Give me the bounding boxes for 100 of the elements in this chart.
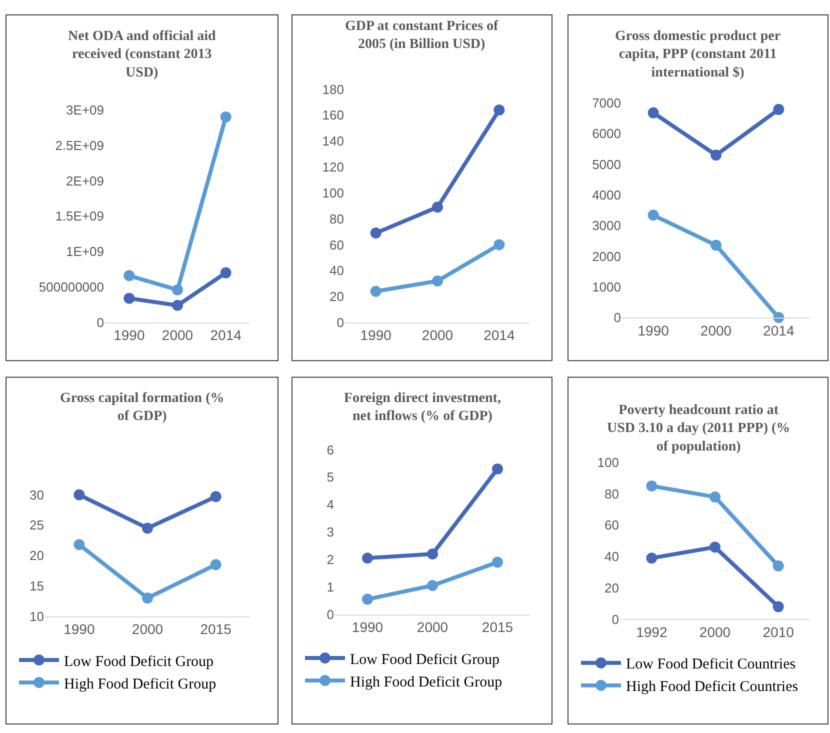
chart-title: Net ODA and official aid received (constant 2013 USD)	[68, 29, 216, 80]
y-tick-label: 0	[326, 606, 334, 622]
legend-label: High Food Deficit Group	[350, 674, 502, 690]
y-tick-label: 2E+09	[66, 173, 104, 188]
y-tick-label: 5000	[592, 156, 621, 172]
point	[172, 284, 183, 296]
legend-label: Low Food Deficit Countries	[626, 656, 796, 673]
point	[494, 104, 505, 116]
x-tick-label: 2000	[162, 327, 194, 344]
y-tick-label: 100	[597, 455, 619, 470]
y-tick-label: 0	[614, 310, 621, 326]
y-tick-label: 2000	[592, 248, 621, 264]
y-tick-label: 20	[604, 580, 619, 596]
point	[648, 107, 659, 118]
chart-title: Gross domestic product per capita, PPP (constant 2011 international $)	[615, 29, 781, 80]
y-tick-label: 140	[322, 134, 344, 149]
point	[370, 228, 382, 239]
chart-title: Gross capital formation (% of GDP)	[60, 391, 224, 424]
y-tick-label: 0	[96, 314, 104, 330]
y-tick-label: 30	[30, 487, 44, 502]
y-tick-label: 160	[322, 108, 344, 123]
y-tick-label: 20	[330, 289, 344, 304]
x-tick-label: 2015	[200, 621, 232, 638]
legend-label: High Food Deficit Countries	[626, 679, 798, 696]
point	[710, 542, 720, 553]
y-tick-label: 180	[322, 82, 344, 97]
point	[220, 267, 232, 278]
chart-title: Foreign direct investment, net inflows (% of GDP)	[344, 391, 501, 424]
y-tick-label: 10	[30, 608, 44, 624]
x-tick-label: 2000	[700, 322, 732, 338]
y-tick-label: 40	[604, 549, 619, 564]
point	[492, 463, 503, 474]
x-tick-label: 1990	[360, 327, 392, 344]
point	[772, 560, 784, 572]
x-tick-label: 1990	[114, 327, 145, 344]
y-tick-label: 25	[30, 518, 44, 533]
y-tick-label: 3E+09	[66, 102, 104, 118]
y-tick-label: 15	[30, 578, 44, 594]
legend-label: Low Food Deficit Group	[64, 654, 214, 670]
point	[74, 539, 85, 550]
x-tick-label: 2014	[484, 327, 515, 344]
y-tick-label: 120	[322, 160, 344, 175]
y-tick-label: 80	[604, 486, 619, 502]
x-tick-label: 2000	[422, 327, 454, 344]
point	[432, 275, 443, 286]
x-tick-label: 2015	[482, 619, 514, 636]
y-tick-label: 40	[330, 263, 344, 278]
y-tick-label: 3000	[592, 218, 621, 234]
y-tick-label: 60	[330, 237, 344, 252]
y-tick-label: 4000	[592, 187, 621, 202]
point	[220, 111, 232, 122]
point	[494, 239, 505, 250]
y-tick-label: 1000	[592, 279, 621, 294]
y-tick-label: 6000	[592, 126, 621, 142]
point	[370, 286, 382, 297]
point	[74, 489, 85, 500]
legend-label: High Food Deficit Group	[64, 676, 216, 692]
point	[362, 594, 373, 605]
point	[210, 491, 222, 502]
x-tick-label: 2000	[416, 619, 448, 636]
point	[427, 548, 438, 560]
y-tick-label: 1.5E+09	[55, 208, 104, 224]
x-tick-label: 1990	[352, 619, 384, 636]
y-tick-label: 0	[336, 314, 344, 330]
point	[362, 552, 373, 564]
point	[646, 552, 658, 564]
x-tick-label: 2014	[763, 322, 794, 338]
y-tick-label: 100	[322, 185, 344, 200]
y-tick-label: 7000	[592, 96, 621, 111]
y-tick-label: 2.5E+09	[55, 138, 104, 153]
chart-title: GDP at constant Prices of 2005 (in Billion USD)	[345, 19, 499, 52]
point	[710, 150, 722, 161]
y-tick-label: 1	[326, 579, 334, 594]
x-tick-label: 2000	[699, 624, 731, 640]
point	[210, 559, 222, 570]
y-tick-label: 0	[612, 612, 619, 627]
y-tick-label: 60	[604, 518, 619, 533]
point	[172, 300, 183, 311]
x-tick-label: 2014	[210, 327, 242, 344]
point	[432, 202, 443, 213]
y-tick-label: 2	[326, 552, 334, 568]
point	[710, 240, 722, 251]
point	[646, 480, 658, 492]
point	[773, 104, 784, 115]
x-tick-label: 1992	[636, 624, 668, 640]
y-tick-label: 20	[30, 548, 44, 564]
point	[142, 522, 153, 534]
legend-label: Low Food Deficit Group	[350, 652, 500, 668]
point	[710, 491, 720, 502]
x-tick-label: 2000	[132, 621, 164, 638]
y-tick-label: 500000000	[38, 280, 104, 295]
chart-title: Poverty headcount ratio at USD 3.10 a day (2011 PPP) (% of population)	[607, 403, 790, 454]
x-tick-label: 1990	[64, 621, 95, 638]
x-tick-label: 1990	[638, 322, 670, 338]
point	[492, 556, 503, 568]
x-tick-label: 2010	[762, 624, 794, 640]
point	[124, 292, 135, 304]
y-tick-label: 1E+09	[66, 244, 104, 260]
point	[427, 580, 438, 592]
y-tick-label: 5	[326, 470, 334, 485]
